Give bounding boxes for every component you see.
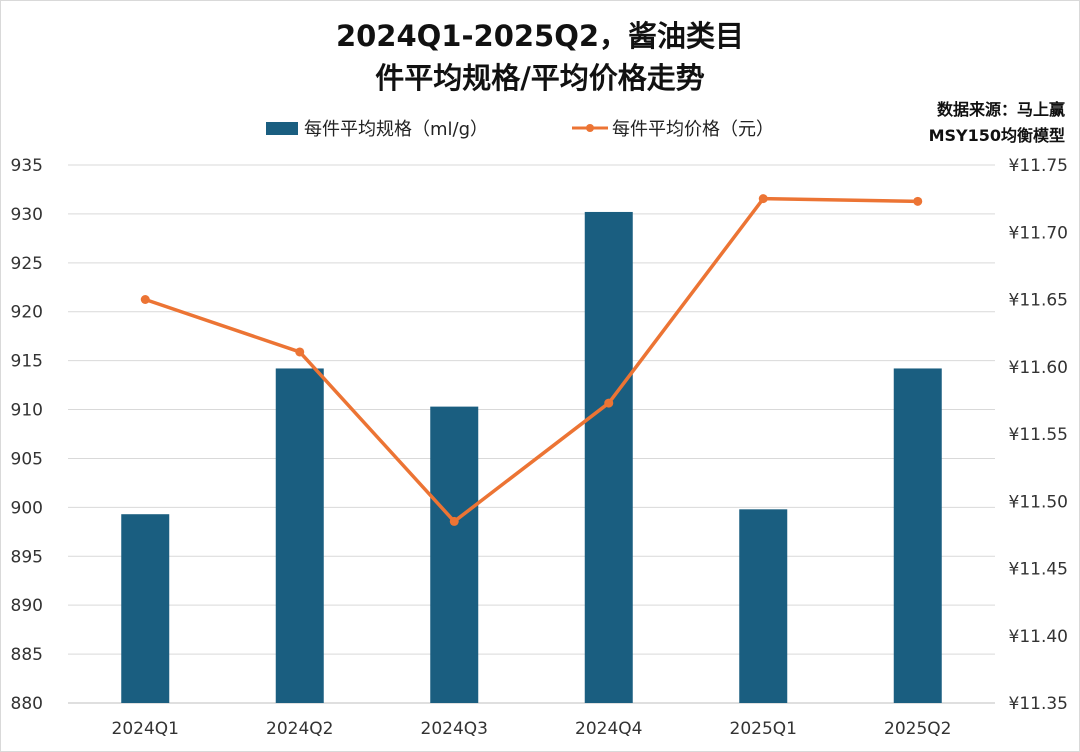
- left-tick-label: 930: [11, 205, 43, 225]
- x-tick-label: 2025Q1: [730, 719, 797, 739]
- legend-line-label: 每件平均价格（元）: [612, 119, 774, 140]
- left-tick-label: 885: [11, 645, 43, 665]
- bar-2025Q2: [893, 368, 942, 703]
- source-line2: MSY150均衡模型: [929, 126, 1065, 145]
- legend-bar-swatch: [266, 122, 298, 135]
- source-line1: 数据来源：马上赢: [937, 100, 1065, 119]
- left-tick-label: 925: [11, 254, 43, 274]
- bar-series: [121, 211, 942, 703]
- bar-2024Q1: [121, 514, 170, 703]
- legend-bar-label: 每件平均规格（ml/g）: [304, 119, 488, 140]
- right-tick-label: ¥11.45: [1009, 560, 1068, 580]
- x-tick-label: 2024Q3: [421, 719, 488, 739]
- right-tick-label: ¥11.35: [1009, 694, 1068, 714]
- left-tick-label: 905: [11, 449, 43, 469]
- right-tick-label: ¥11.50: [1009, 492, 1068, 512]
- left-tick-label: 895: [11, 547, 43, 567]
- left-tick-label: 910: [11, 401, 43, 421]
- left-tick-label: 915: [11, 352, 43, 372]
- right-tick-label: ¥11.65: [1009, 291, 1068, 311]
- price-point-2024Q1: [140, 295, 150, 304]
- x-tick-label: 2024Q2: [266, 719, 333, 739]
- right-tick-label: ¥11.70: [1009, 223, 1068, 243]
- right-axis: ¥11.35 ¥11.40 ¥11.45 ¥11.50 ¥11.55 ¥11.60 ¥11.…: [1009, 156, 1068, 714]
- legend-line-marker: [586, 124, 594, 132]
- left-tick-label: 900: [11, 498, 43, 518]
- chart-title-line1: 2024Q1-2025Q2，酱油类目: [336, 19, 744, 53]
- price-point-2024Q2: [295, 347, 305, 357]
- price-point-2025Q2: [913, 196, 923, 206]
- price-point-2024Q4: [604, 398, 614, 408]
- legend: 每件平均规格（ml/g） 每件平均价格（元）: [266, 119, 774, 140]
- right-tick-label: ¥11.60: [1009, 358, 1068, 378]
- bar-2024Q4: [584, 211, 633, 703]
- line-series: [140, 194, 923, 526]
- left-axis: 880 885 890 895 900 905 910 915 920 925 930 935: [11, 156, 43, 714]
- price-point-2024Q3: [449, 516, 459, 526]
- left-tick-label: 920: [11, 303, 43, 323]
- right-tick-label: ¥11.75: [1009, 156, 1068, 176]
- x-tick-label: 2024Q1: [112, 719, 179, 739]
- gridlines: [68, 164, 995, 704]
- bar-2024Q3: [430, 406, 479, 703]
- bar-2024Q2: [275, 368, 324, 703]
- price-line: [144, 196, 918, 524]
- left-tick-label: 880: [11, 694, 43, 714]
- left-tick-label: 935: [11, 156, 43, 176]
- x-tick-label: 2024Q4: [575, 719, 642, 739]
- bar-2025Q1: [739, 509, 788, 703]
- x-axis: 2024Q1 2024Q2 2024Q3 2024Q4 2025Q1 2025Q2: [112, 719, 952, 739]
- right-tick-label: ¥11.55: [1009, 425, 1068, 445]
- right-tick-label: ¥11.40: [1009, 627, 1068, 647]
- x-tick-label: 2025Q2: [884, 719, 951, 739]
- left-tick-label: 890: [11, 596, 43, 616]
- price-point-2025Q1: [758, 194, 768, 204]
- chart-title-line2: 件平均规格/平均价格走势: [375, 61, 705, 95]
